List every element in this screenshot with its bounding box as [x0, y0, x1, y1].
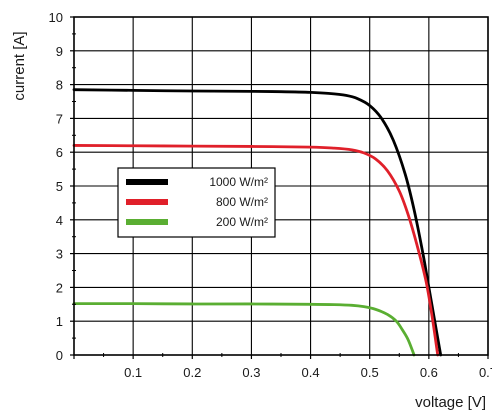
y-tick-label: 1 [56, 314, 63, 329]
axis-ticks [70, 16, 489, 359]
y-tick-label: 8 [56, 78, 63, 93]
y-tick-label: 2 [56, 280, 63, 295]
x-tick-label: 0.2 [183, 365, 201, 380]
y-tick-label: 0 [56, 348, 63, 363]
y-tick-label: 4 [56, 213, 63, 228]
y-tick-label: 5 [56, 179, 63, 194]
x-axis-label: voltage [V] [415, 394, 486, 411]
series-line-2 [72, 302, 416, 357]
legend-label-1: 800 W/m² [216, 195, 268, 209]
series-lines [72, 88, 443, 357]
series-line-1 [72, 144, 440, 357]
y-axis-label: current [A] [11, 31, 28, 100]
x-tick-label: 0.5 [361, 365, 379, 380]
x-tick-label: 0.4 [302, 365, 320, 380]
legend-label-2: 200 W/m² [216, 215, 268, 229]
legend-label-0: 1000 W/m² [209, 175, 268, 189]
y-tick-label: 9 [56, 44, 63, 59]
x-tick-label: 0.1 [124, 365, 142, 380]
legend: 1000 W/m² 800 W/m² 200 W/m² [117, 167, 276, 238]
x-tick-label: 0.6 [420, 365, 438, 380]
x-tick-label: 0.7 [479, 365, 492, 380]
y-tick-label: 10 [49, 10, 63, 25]
y-tick-label: 3 [56, 247, 63, 262]
series-line-0 [72, 88, 443, 357]
y-tick-label: 7 [56, 111, 63, 126]
tick-labels: 0.1 0.2 0.3 0.4 0.5 0.6 0.7 0 1 2 3 4 5 6 7 8 9 10 [49, 10, 492, 380]
x-tick-label: 0.3 [242, 365, 260, 380]
y-tick-label: 6 [56, 145, 63, 160]
